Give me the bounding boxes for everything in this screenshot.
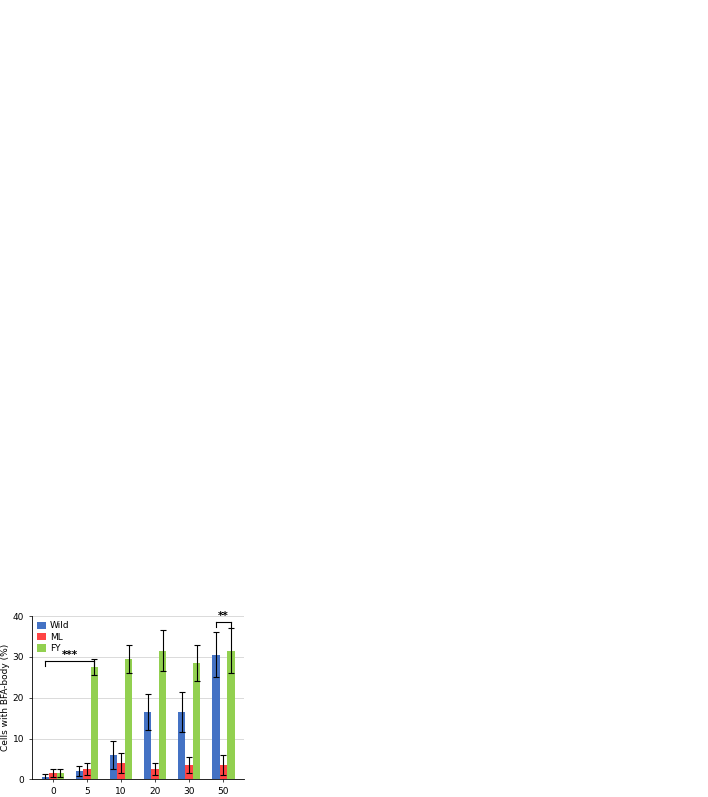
- Bar: [76, 771, 83, 779]
- Bar: [178, 712, 185, 779]
- Bar: [193, 663, 200, 779]
- Legend: Wild, ML, FY: Wild, ML, FY: [36, 621, 70, 654]
- Bar: [42, 777, 49, 779]
- Bar: [152, 769, 159, 779]
- Bar: [219, 765, 227, 779]
- Bar: [110, 755, 118, 779]
- Bar: [118, 764, 125, 779]
- Bar: [159, 651, 166, 779]
- Bar: [144, 712, 152, 779]
- Bar: [57, 773, 64, 779]
- Y-axis label: Cells with BFA-body (%): Cells with BFA-body (%): [1, 644, 10, 752]
- Text: **: **: [218, 611, 229, 622]
- Bar: [212, 655, 219, 779]
- Bar: [49, 773, 57, 779]
- Bar: [91, 667, 98, 779]
- Bar: [83, 769, 91, 779]
- Text: ***: ***: [62, 650, 78, 660]
- Bar: [125, 659, 132, 779]
- Bar: [185, 765, 193, 779]
- Bar: [227, 651, 234, 779]
